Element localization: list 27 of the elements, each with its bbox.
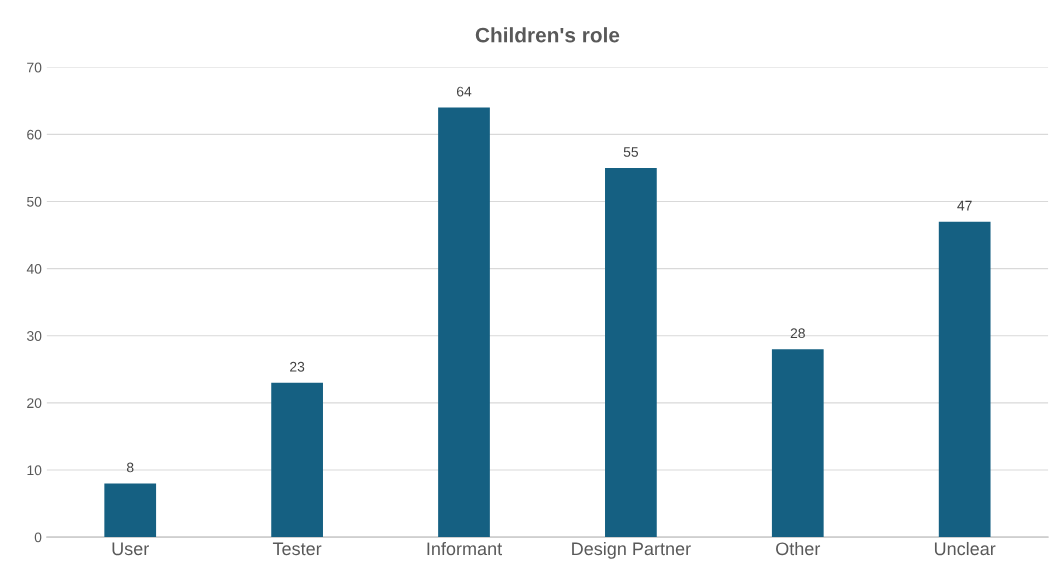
y-tick-label: 70 (27, 62, 42, 73)
bar (771, 349, 824, 538)
x-tick-label: Other (776, 541, 821, 556)
x-tick-label: User (112, 542, 149, 556)
x-tick-label: Design Partner (572, 541, 691, 559)
x-tick-label: Unclear (934, 541, 996, 556)
data-label: 8 (126, 462, 134, 473)
bar (438, 107, 490, 538)
data-label: 23 (290, 361, 305, 372)
y-tick-label: 10 (27, 465, 42, 476)
y-tick-label: 20 (27, 398, 42, 409)
chart-title: Children's role (475, 27, 620, 43)
y-tick-label: 30 (26, 331, 42, 341)
bar (605, 167, 657, 538)
data-label: 47 (957, 200, 972, 211)
y-tick-label: 60 (27, 129, 42, 140)
data-label: 28 (790, 328, 805, 339)
x-tick-label: Tester (272, 542, 322, 556)
bar (271, 382, 323, 538)
y-tick-label: 50 (27, 196, 42, 207)
data-label: 64 (456, 86, 472, 97)
y-tick-label: 40 (26, 263, 42, 274)
data-label: 55 (623, 147, 639, 157)
y-tick-label: 0 (34, 532, 42, 543)
bar (938, 221, 991, 538)
bar (104, 483, 157, 538)
x-tick-label: Informant (427, 541, 502, 556)
